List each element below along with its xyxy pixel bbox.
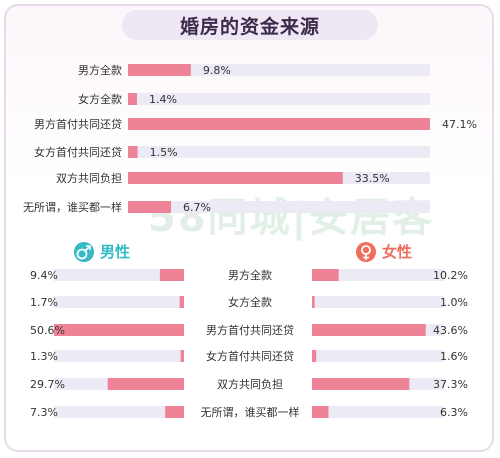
male-symbol-ring: [76, 248, 88, 260]
female-value-label: 1.0%: [440, 296, 468, 309]
female-bar-track: [312, 406, 444, 418]
female-bar: [312, 406, 329, 418]
male-bar: [107, 378, 184, 390]
male-value-label: 1.7%: [30, 296, 58, 309]
male-bar-track: [54, 296, 184, 308]
male-value-label: 29.7%: [30, 378, 65, 391]
category-label: 男方首付共同还贷: [206, 323, 294, 337]
bar-track: [128, 201, 430, 213]
category-label: 女方首付共同还贷: [34, 145, 122, 159]
male-bar-track: [54, 350, 184, 362]
male-bar: [180, 350, 184, 362]
female-value-label: 1.6%: [440, 350, 468, 363]
male-value-label: 7.3%: [30, 406, 58, 419]
male-value-label: 9.4%: [30, 269, 58, 282]
female-symbol-icon: [356, 242, 376, 262]
category-label: 女方首付共同还贷: [206, 349, 294, 363]
category-label: 男方首付共同还贷: [34, 117, 122, 131]
female-value-label: 43.6%: [433, 324, 468, 337]
female-value-label: 6.3%: [440, 406, 468, 419]
female-bar: [312, 378, 410, 390]
category-label: 男方全款: [78, 63, 122, 77]
category-label: 女方全款: [228, 295, 272, 309]
bar-track: [128, 146, 430, 158]
category-label: 女方全款: [78, 92, 122, 106]
female-bar-track: [312, 269, 444, 281]
bar: [128, 172, 343, 184]
bar: [128, 146, 138, 158]
category-label: 无所谓，谁买都一样: [201, 405, 300, 419]
value-label: 9.8%: [203, 64, 231, 77]
male-bar-track: [54, 269, 184, 281]
bar-track: [128, 64, 430, 76]
value-label: 6.7%: [183, 201, 211, 214]
category-label: 无所谓，谁买都一样: [23, 200, 122, 214]
value-label: 47.1%: [442, 118, 477, 131]
category-label: 双方共同负担: [217, 377, 283, 391]
female-bar: [312, 269, 339, 281]
bar: [128, 93, 137, 105]
bar: [128, 118, 430, 130]
value-label: 1.5%: [150, 146, 178, 159]
female-value-label: 10.2%: [433, 269, 468, 282]
chart-title: 婚房的资金来源: [179, 16, 320, 38]
male-value-label: 50.6%: [30, 324, 65, 337]
bar: [128, 201, 171, 213]
female-symbol-cross: [363, 254, 369, 260]
male-bar: [159, 269, 184, 281]
bar: [128, 64, 191, 76]
value-label: 33.5%: [355, 172, 390, 185]
female-bar: [312, 324, 426, 336]
male-heading: 男性: [100, 243, 130, 261]
category-label: 双方共同负担: [56, 171, 122, 185]
female-bar: [312, 350, 317, 362]
chart-frame: [4, 4, 494, 452]
category-label: 男方全款: [228, 268, 272, 282]
male-bar: [179, 296, 184, 308]
value-label: 1.4%: [149, 93, 177, 106]
female-bar: [312, 296, 315, 308]
female-bar-track: [312, 296, 444, 308]
male-value-label: 1.3%: [30, 350, 58, 363]
bar-track: [128, 93, 430, 105]
male-symbol-arrow: [84, 245, 91, 252]
male-bar: [165, 406, 184, 418]
female-value-label: 37.3%: [433, 378, 468, 391]
male-bar: [54, 324, 184, 336]
female-bar-track: [312, 350, 444, 362]
title-pill: [122, 10, 378, 40]
female-heading: 女性: [382, 243, 412, 261]
male-bar-track: [54, 406, 184, 418]
